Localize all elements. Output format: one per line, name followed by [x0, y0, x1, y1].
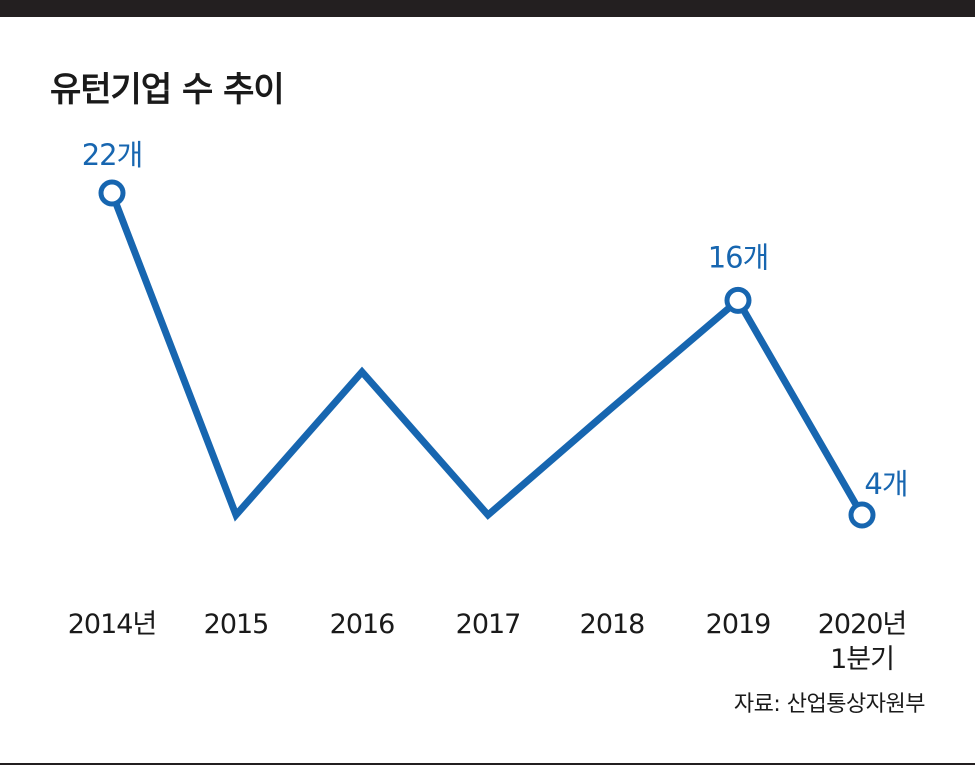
x-tick-label: 2017: [456, 609, 521, 640]
bottom-rule: [0, 763, 975, 765]
source-note: 자료: 산업통상자원부: [733, 692, 926, 717]
x-tick-label: 2014년: [68, 609, 157, 640]
top-bar: [0, 0, 975, 17]
data-point-marker: [848, 501, 876, 529]
data-label: 22개: [82, 138, 143, 172]
x-tick-label: 1분기: [830, 644, 894, 675]
data-label: 4개: [864, 467, 907, 501]
x-tick-label: 2015: [204, 609, 269, 640]
x-tick-label: 2018: [580, 609, 645, 640]
x-tick-label: 2016: [330, 609, 395, 640]
x-tick-label: 2019: [706, 609, 771, 640]
x-tick-label: 2020년: [818, 609, 907, 640]
chart-title: 유턴기업 수 추이: [50, 70, 285, 110]
data-label: 16개: [708, 240, 769, 274]
data-point-marker: [98, 179, 126, 207]
data-point-marker: [724, 286, 752, 314]
